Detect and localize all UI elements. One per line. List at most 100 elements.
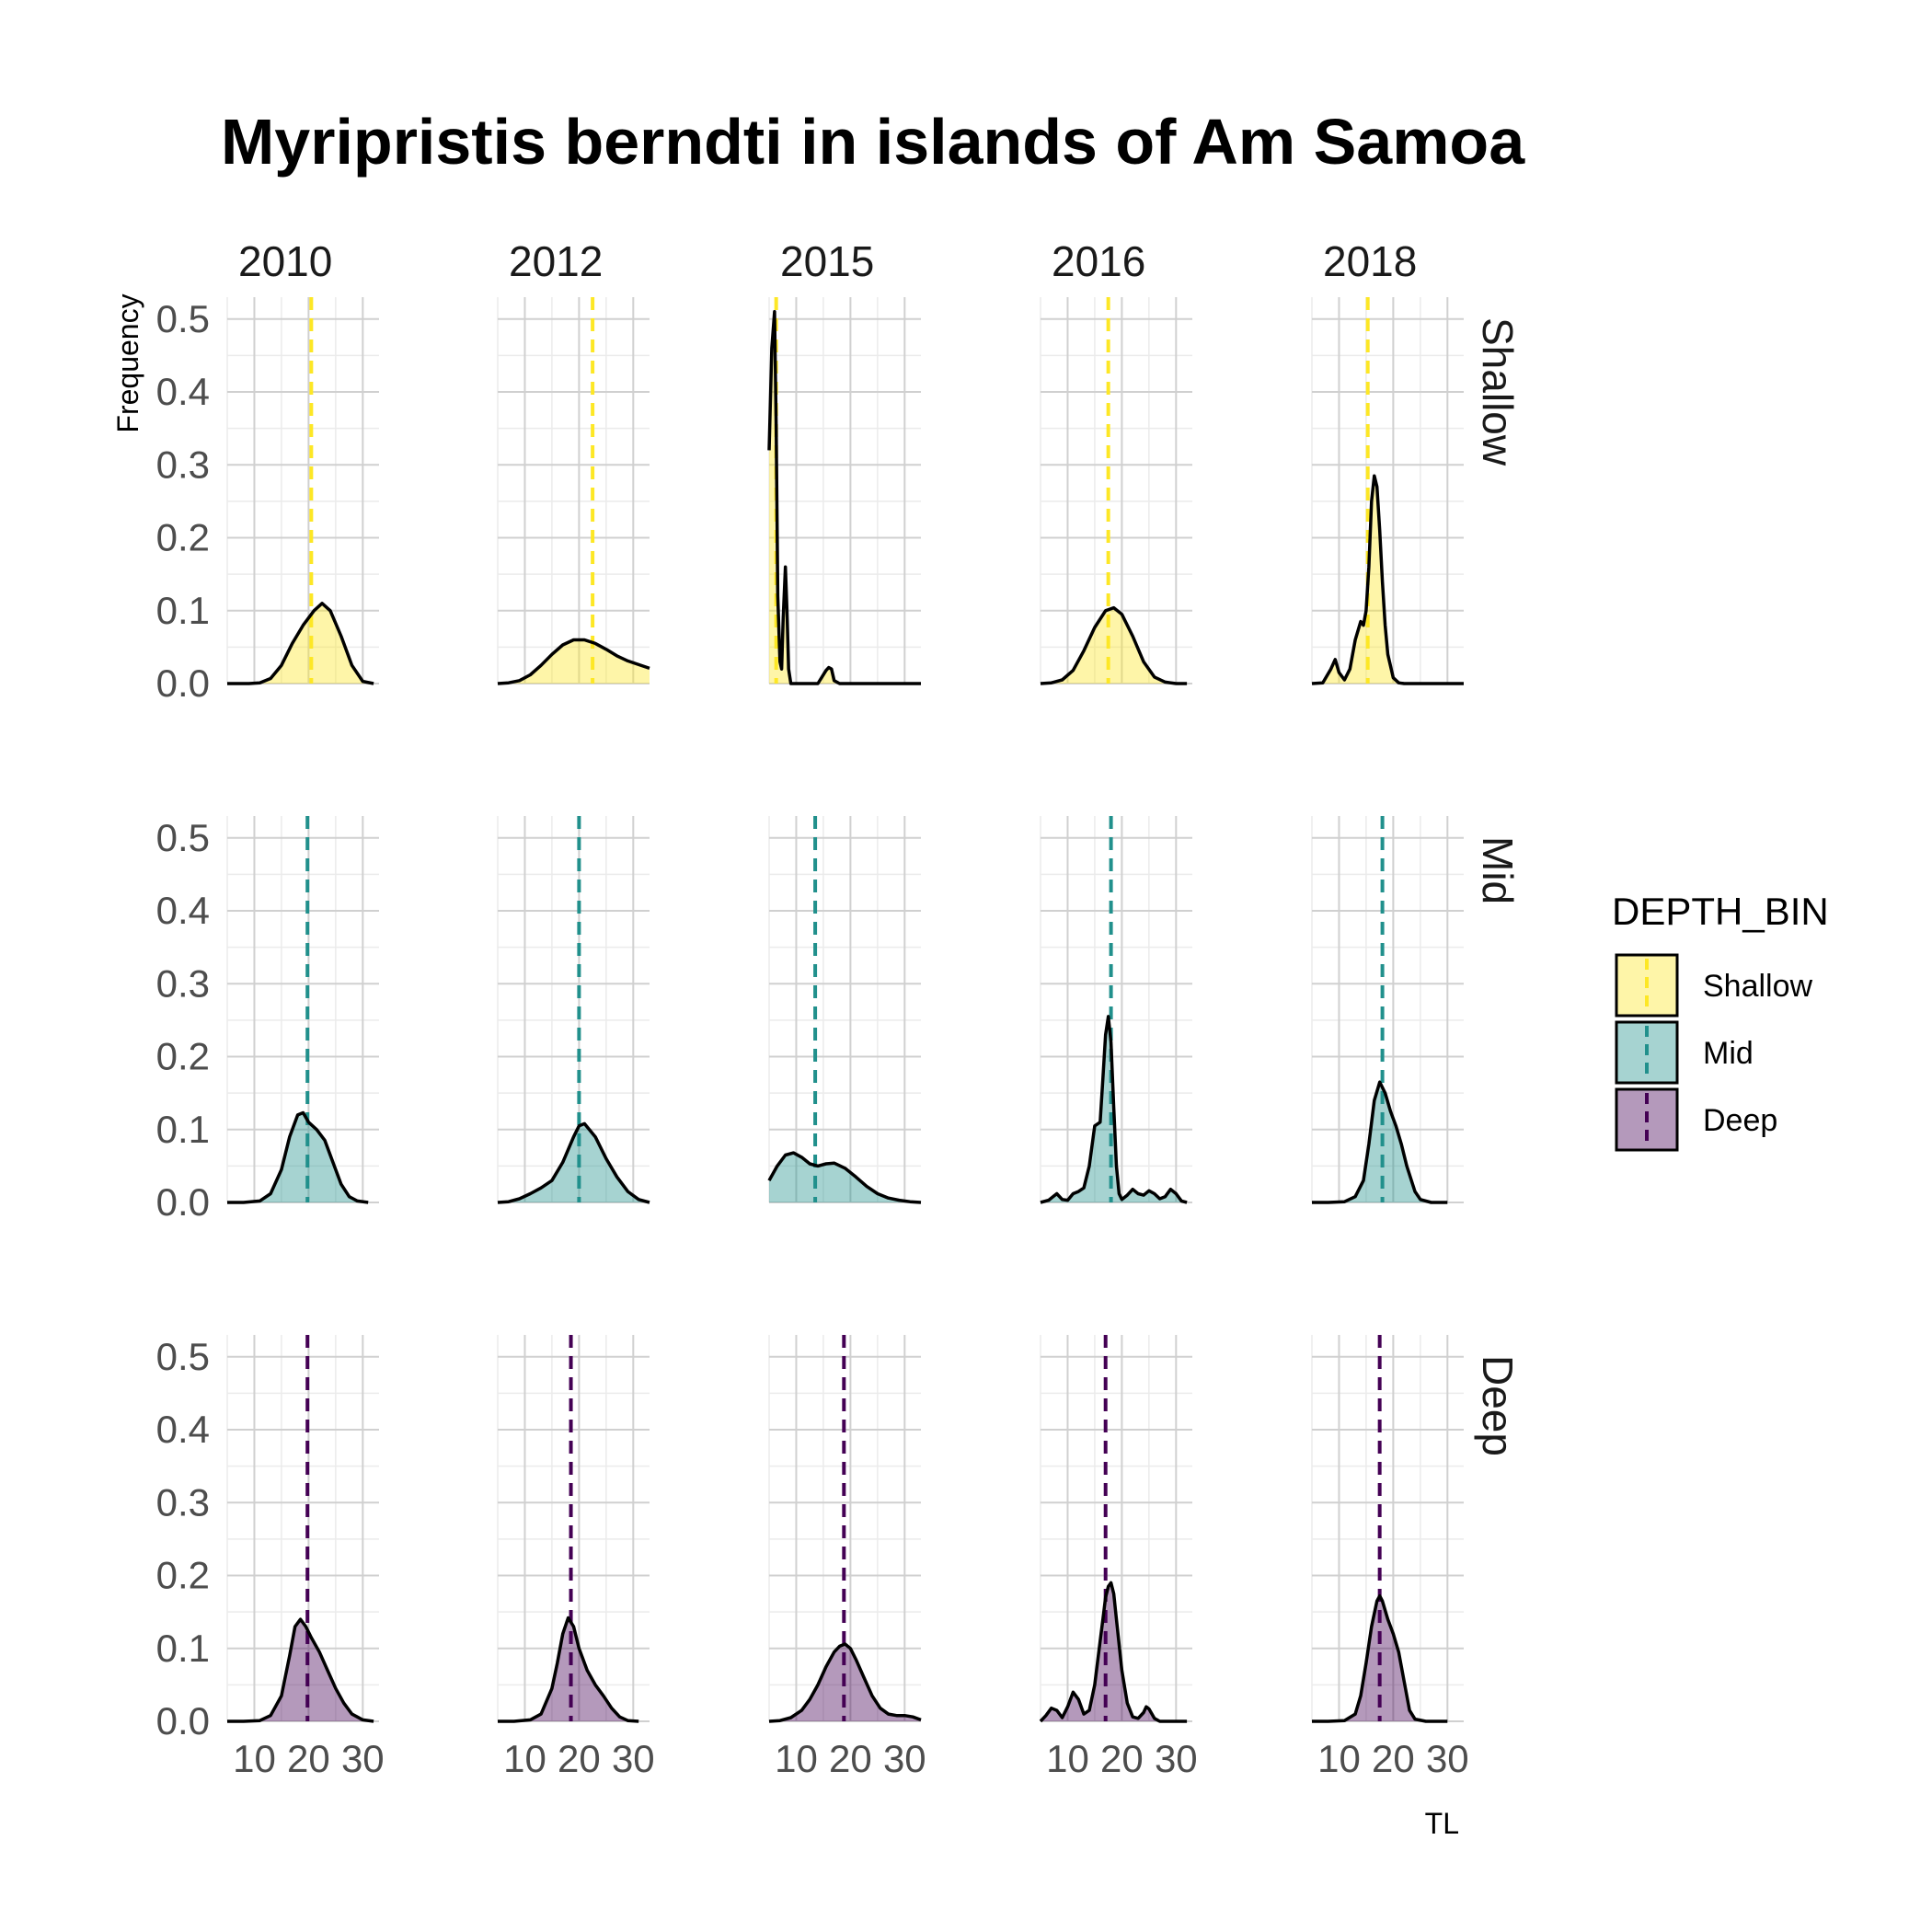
panel-grid-shallow-2018 bbox=[1311, 297, 1464, 684]
facet-label-2016: 2016 bbox=[1052, 237, 1145, 285]
density-curve bbox=[767, 1151, 922, 1204]
y-tick-label: 0.1 bbox=[156, 1108, 210, 1151]
density-curve bbox=[1040, 1015, 1188, 1204]
density-area bbox=[1312, 1082, 1448, 1202]
x-tick-label: 10 bbox=[775, 1737, 818, 1780]
panel-grid-shallow-2012 bbox=[497, 297, 650, 684]
y-tick-label: 0.1 bbox=[156, 1627, 210, 1670]
x-tick-label: 30 bbox=[1426, 1737, 1469, 1780]
y-tick-label: 0.2 bbox=[156, 516, 210, 559]
density-area bbox=[498, 1617, 639, 1721]
density-curve bbox=[767, 310, 921, 685]
density-panel-shallow-2010 bbox=[227, 297, 374, 685]
y-tick-label: 0.0 bbox=[156, 1180, 210, 1224]
x-tick-label: 20 bbox=[1100, 1737, 1144, 1780]
density-curve bbox=[497, 1121, 650, 1204]
panel-grid-mid-2018 bbox=[1311, 816, 1464, 1203]
density-panel-shallow-2012 bbox=[497, 297, 650, 685]
density-curve bbox=[1312, 1080, 1448, 1204]
panel-grid-shallow-2015 bbox=[768, 297, 921, 684]
facet-label-2012: 2012 bbox=[509, 237, 603, 285]
legend-item-mid: Mid bbox=[1615, 1020, 1754, 1085]
density-panel-shallow-2015 bbox=[767, 297, 921, 685]
legend: DEPTH_BIN Shallow Mid Deep bbox=[1612, 890, 1829, 1152]
density-curve bbox=[497, 638, 650, 685]
density-panel-shallow-2016 bbox=[1040, 297, 1188, 685]
facet-label-2015: 2015 bbox=[780, 237, 874, 285]
y-tick-label: 0.4 bbox=[156, 1408, 210, 1451]
density-panel-mid-2016 bbox=[1040, 816, 1188, 1204]
y-tick-label: 0.3 bbox=[156, 1480, 210, 1524]
x-tick-label: 10 bbox=[1046, 1737, 1089, 1780]
panel-grid-deep-2010 bbox=[226, 1335, 379, 1722]
density-curve bbox=[1039, 1581, 1188, 1723]
density-area bbox=[769, 311, 921, 684]
legend-item-deep: Deep bbox=[1615, 1087, 1777, 1152]
y-tick-label: 0.2 bbox=[156, 1554, 210, 1597]
facet-label-2010: 2010 bbox=[238, 237, 332, 285]
density-area bbox=[227, 1112, 369, 1202]
y-axis-label: Frequency bbox=[111, 293, 144, 432]
x-axis-label: TL bbox=[1425, 1807, 1459, 1840]
x-tick-label: 10 bbox=[503, 1737, 546, 1780]
legend-label-mid: Mid bbox=[1703, 1036, 1754, 1071]
y-tick-label: 0.0 bbox=[156, 661, 210, 705]
y-tick-label: 0.0 bbox=[156, 1699, 210, 1742]
density-panel-deep-2016 bbox=[1039, 1335, 1188, 1723]
x-tick-label: 20 bbox=[829, 1737, 872, 1780]
x-tick-label: 30 bbox=[883, 1737, 926, 1780]
y-tick-label: 0.5 bbox=[156, 816, 210, 859]
chart-title: Myripristis berndti in islands of Am Sam… bbox=[221, 106, 1525, 178]
facet-label-shallow: Shallow bbox=[1474, 317, 1522, 466]
y-tick-label: 0.4 bbox=[156, 889, 210, 932]
density-area bbox=[769, 1153, 921, 1202]
density-area bbox=[498, 639, 650, 684]
y-tick-label: 0.3 bbox=[156, 443, 210, 486]
density-curve bbox=[227, 1110, 369, 1204]
legend-title: DEPTH_BIN bbox=[1612, 890, 1829, 933]
facet-label-mid: Mid bbox=[1474, 836, 1522, 904]
x-tick-label: 10 bbox=[233, 1737, 276, 1780]
density-panel-mid-2015 bbox=[767, 816, 922, 1204]
y-tick-label: 0.5 bbox=[156, 297, 210, 340]
y-tick-label: 0.5 bbox=[156, 1335, 210, 1378]
density-panel-deep-2018 bbox=[1312, 1335, 1448, 1723]
density-panel-shallow-2018 bbox=[1311, 297, 1464, 685]
density-panel-deep-2012 bbox=[498, 1335, 639, 1723]
y-tick-label: 0.3 bbox=[156, 961, 210, 1005]
density-curve bbox=[227, 1617, 374, 1723]
x-tick-label: 30 bbox=[1155, 1737, 1198, 1780]
panel-grid-deep-2016 bbox=[1040, 1335, 1192, 1722]
facet-label-deep: Deep bbox=[1474, 1355, 1522, 1456]
facet-panels bbox=[226, 297, 1464, 1723]
density-panel-mid-2012 bbox=[497, 816, 650, 1204]
density-area bbox=[227, 603, 374, 684]
x-tick-label: 20 bbox=[287, 1737, 330, 1780]
x-tick-label: 20 bbox=[1372, 1737, 1415, 1780]
legend-label-deep: Deep bbox=[1703, 1103, 1777, 1138]
density-curve bbox=[1040, 605, 1188, 685]
density-curve bbox=[227, 602, 374, 685]
panel-grid-mid-2015 bbox=[768, 816, 921, 1203]
legend-item-shallow: Shallow bbox=[1615, 953, 1813, 1018]
panel-grid-mid-2016 bbox=[1040, 816, 1192, 1203]
density-curve bbox=[1311, 474, 1464, 685]
density-curve bbox=[498, 1616, 639, 1723]
density-curve bbox=[768, 1642, 922, 1723]
y-tick-label: 0.2 bbox=[156, 1035, 210, 1078]
x-tick-label: 30 bbox=[612, 1737, 655, 1780]
density-curve bbox=[1312, 1593, 1448, 1723]
density-area bbox=[1041, 1582, 1188, 1721]
panel-grid-deep-2012 bbox=[497, 1335, 650, 1722]
x-tick-label: 10 bbox=[1317, 1737, 1361, 1780]
density-area bbox=[498, 1123, 650, 1202]
density-panel-deep-2015 bbox=[768, 1335, 922, 1723]
density-panel-mid-2018 bbox=[1312, 816, 1448, 1204]
x-tick-label: 20 bbox=[558, 1737, 601, 1780]
y-tick-label: 0.4 bbox=[156, 370, 210, 413]
legend-label-shallow: Shallow bbox=[1703, 969, 1813, 1004]
density-area bbox=[1041, 607, 1188, 684]
density-panel-mid-2010 bbox=[227, 816, 369, 1204]
density-area bbox=[227, 1619, 374, 1721]
